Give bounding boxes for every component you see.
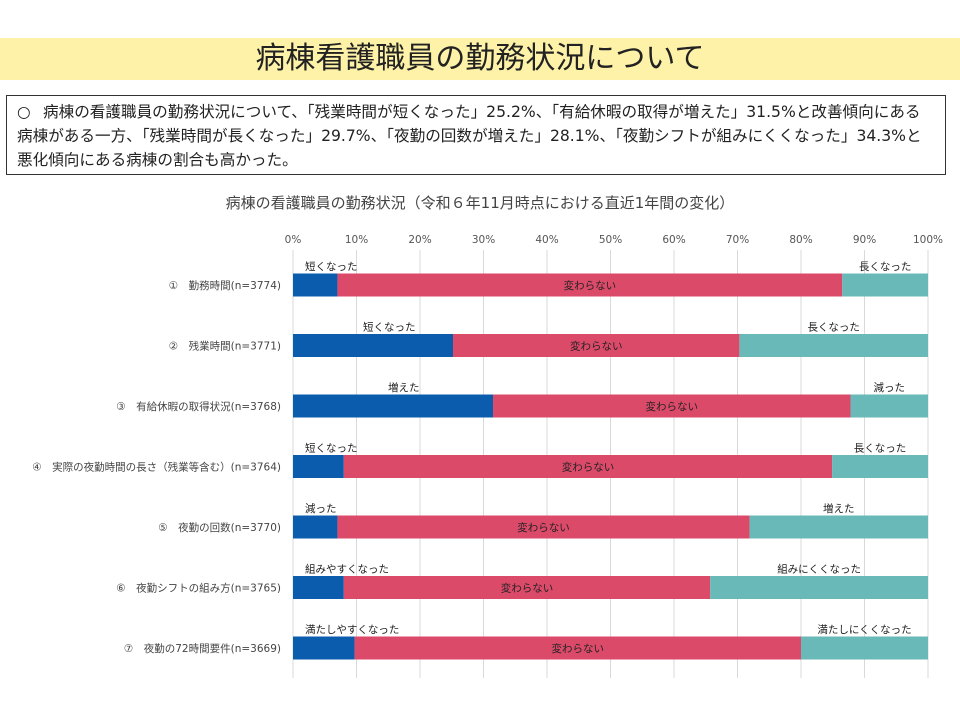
summary-bullet: ○ [17,103,31,121]
unchanged-segment [337,515,750,539]
segment-label-left: 組みやすくなった [305,563,389,576]
worsened-segment [842,273,928,297]
segment-label-right: 長くなった [807,322,860,334]
segment-label-right: 組みにくくなった [777,563,861,576]
x-tick-label: 90% [853,234,876,246]
segment-label-left: 満たしやすくなった [305,624,399,636]
segment-label-right: 満たしにくくなった [817,624,911,636]
unchanged-segment [354,636,801,660]
unchanged-segment [337,273,843,297]
page-title: 病棟看護職員の勤務状況について [255,41,705,76]
unchanged-segment [343,576,711,599]
worsened-segment [749,515,928,539]
segment-label-right: 減った [874,381,906,394]
x-tick-label: 60% [662,234,685,246]
category-label: ⑥ 夜勤シフトの組み方(n=3765) [116,582,281,595]
improved-segment [293,273,338,297]
worsened-segment [832,455,928,478]
x-tick-label: 70% [726,234,749,246]
x-tick-label: 100% [913,234,943,246]
segment-label-middle: 変わらない [552,642,605,655]
segment-label-middle: 変わらない [562,461,615,474]
x-tick-label: 80% [789,234,812,246]
improved-segment [293,576,344,599]
segment-label-right: 長くなった [854,443,907,455]
segment-label-right: 長くなった [859,261,912,273]
worsened-segment [801,636,928,660]
segment-label-middle: 変わらない [517,521,570,534]
segment-label-middle: 変わらない [646,400,699,413]
segment-label-left: 短くなった [305,442,358,455]
improved-segment [293,334,454,357]
summary-box: ○ 病棟の看護職員の勤務状況について、「残業時間が短くなった」25.2%、「有給休… [6,95,946,175]
improved-segment [293,394,494,418]
segment-label-middle: 変わらない [570,340,623,353]
worsened-segment [739,334,928,357]
category-label: ④ 実際の夜勤時間の長さ（残業等含む）(n=3764) [32,461,281,474]
segment-label-middle: 変わらない [501,582,554,595]
x-tick-label: 20% [408,234,431,246]
improved-segment [293,455,344,478]
worsened-segment [710,576,928,599]
unchanged-segment [453,334,740,357]
segment-label-left: 短くなった [363,321,416,334]
unchanged-segment [493,394,851,418]
improved-segment [293,636,355,660]
category-label: ⑦ 夜勤の72時間要件(n=3669) [124,642,281,655]
segment-label-middle: 変わらない [564,279,617,292]
x-tick-label: 0% [285,234,302,246]
segment-label-left: 短くなった [305,260,358,273]
summary-text: 病棟の看護職員の勤務状況について、「残業時間が短くなった」25.2%、「有給休暇… [17,103,922,169]
category-label: ② 残業時間(n=3771) [169,340,281,353]
worsened-segment [850,394,928,418]
title-band [0,38,960,80]
category-label: ⑤ 夜勤の回数(n=3770) [158,521,281,534]
segment-label-left: 増えた [388,381,420,394]
x-tick-label: 50% [599,234,622,246]
x-tick-label: 40% [535,234,558,246]
chart-title: 病棟の看護職員の勤務状況（令和６年11月時点における直近1年間の変化） [225,194,735,212]
segment-label-right: 増えた [823,502,855,515]
improved-segment [293,515,338,539]
category-label: ③ 有給休暇の取得状況(n=3768) [116,400,281,413]
x-tick-label: 30% [472,234,495,246]
segment-label-left: 減った [305,502,337,515]
x-tick-label: 10% [345,234,368,246]
category-label: ① 勤務時間(n=3774) [169,279,281,292]
unchanged-segment [343,455,833,478]
